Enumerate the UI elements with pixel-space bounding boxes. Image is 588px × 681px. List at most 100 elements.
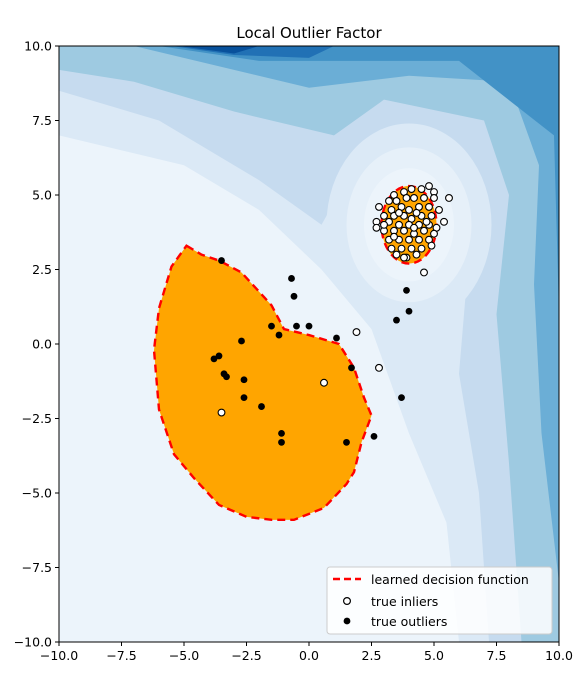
contour-band-7 — [179, 46, 259, 54]
outlier-point — [370, 432, 378, 440]
outlier-point — [333, 334, 340, 342]
legend-outlier-marker — [343, 617, 351, 625]
inlier-point — [387, 244, 396, 253]
inlier-point — [380, 211, 388, 220]
inlier-point — [407, 185, 416, 193]
outlier-point — [278, 438, 285, 446]
y-tick-label: 2.5 — [32, 262, 52, 277]
inlier-point — [435, 205, 443, 214]
x-tick-label: −5.0 — [169, 648, 199, 663]
y-tick-label: 5.0 — [32, 188, 52, 203]
x-tick-label: 2.5 — [362, 648, 382, 663]
outlier-point — [305, 322, 313, 330]
inlier-point — [420, 268, 428, 277]
outlier-point — [278, 430, 285, 437]
inlier-point — [422, 217, 431, 226]
inlier-point — [217, 408, 226, 417]
outlier-point — [258, 403, 265, 410]
outlier-point — [290, 292, 298, 300]
inlier-point — [410, 194, 418, 202]
outlier-point — [240, 376, 248, 384]
inlier-point — [385, 197, 393, 205]
legend-inlier-marker — [343, 596, 352, 605]
outlier-point — [218, 257, 225, 264]
y-tick-label: −10.0 — [14, 635, 52, 650]
outlier-point — [238, 337, 245, 345]
inlier-point — [402, 194, 411, 202]
inlier-point — [425, 202, 433, 211]
inlier-point — [390, 232, 398, 241]
outlier-point — [405, 307, 413, 315]
outlier-point — [275, 331, 283, 339]
outlier-point — [223, 373, 230, 381]
outlier-point — [348, 364, 355, 372]
outlier-point — [343, 438, 350, 446]
inlier-point — [395, 208, 403, 217]
contour-band-3 — [59, 46, 559, 642]
inlier-point — [427, 241, 436, 250]
inlier-point — [430, 194, 438, 202]
contour-band-5 — [159, 46, 559, 315]
y-tick-label: 10.0 — [24, 39, 52, 54]
inlier-point — [417, 185, 426, 193]
inlier-point — [375, 363, 383, 372]
chart-title: Local Outlier Factor — [236, 24, 382, 42]
outlier-point — [393, 316, 400, 324]
inlier-point — [445, 194, 453, 202]
inlier-point — [415, 235, 423, 244]
x-tick-label: 5.0 — [424, 648, 444, 663]
y-axis: −10.0 −7.5 −5.0 −2.5 0.0 2.5 5.0 7.5 10.0 — [14, 39, 59, 650]
y-tick-label: −7.5 — [22, 560, 52, 575]
legend: learned decision function true inliers t… — [326, 566, 553, 635]
y-tick-label: 0.0 — [32, 337, 52, 352]
inlier-point — [412, 250, 421, 259]
inlier-point — [407, 244, 416, 253]
inlier-point — [405, 205, 413, 214]
inlier-point — [440, 217, 448, 226]
outlier-point — [268, 322, 275, 330]
outlier-point — [215, 352, 223, 360]
legend-box — [326, 566, 553, 635]
inlier-point — [425, 182, 433, 191]
inlier-point — [397, 244, 406, 253]
outlier-point — [398, 394, 405, 402]
legend-label-inliers: true inliers — [371, 594, 438, 609]
x-tick-label: 10.0 — [545, 648, 573, 663]
decision-region — [152, 244, 373, 522]
inlier-point — [395, 220, 403, 229]
inlier-point — [375, 202, 383, 211]
outlier-point — [210, 355, 218, 363]
x-tick-label: −10.0 — [40, 648, 78, 663]
outlier-point — [403, 286, 410, 294]
x-tick-label: −2.5 — [231, 648, 261, 663]
inlier-point — [420, 226, 428, 235]
inlier-point — [400, 253, 408, 262]
legend-label-decision: learned decision function — [371, 572, 529, 587]
inlier-point — [392, 197, 401, 205]
outlier-point — [288, 275, 295, 282]
y-tick-label: −5.0 — [22, 486, 52, 501]
inlier-point — [430, 229, 438, 238]
outlier-point — [293, 322, 300, 330]
legend-label-outliers: true outliers — [371, 614, 447, 629]
x-axis: −10.0 −7.5 −5.0 −2.5 0.0 2.5 5.0 7.5 10.0 — [40, 642, 573, 663]
x-tick-label: −7.5 — [106, 648, 136, 663]
x-tick-label: 7.5 — [487, 648, 507, 663]
inlier-point — [405, 235, 413, 244]
inlier-point — [400, 226, 408, 235]
scatter-points — [210, 182, 453, 446]
inlier-point — [410, 223, 418, 232]
inlier-point — [320, 378, 328, 387]
y-tick-label: −2.5 — [22, 411, 52, 426]
inlier-point — [427, 211, 436, 220]
inlier-point — [372, 223, 381, 232]
inlier-point — [352, 328, 361, 337]
inlier-point — [380, 220, 388, 229]
plot-area — [59, 46, 559, 642]
inlier-point — [392, 250, 401, 259]
inlier-point — [420, 194, 428, 202]
y-tick-label: 7.5 — [32, 113, 52, 128]
inlier-point — [417, 244, 426, 253]
outlier-point — [240, 394, 248, 402]
